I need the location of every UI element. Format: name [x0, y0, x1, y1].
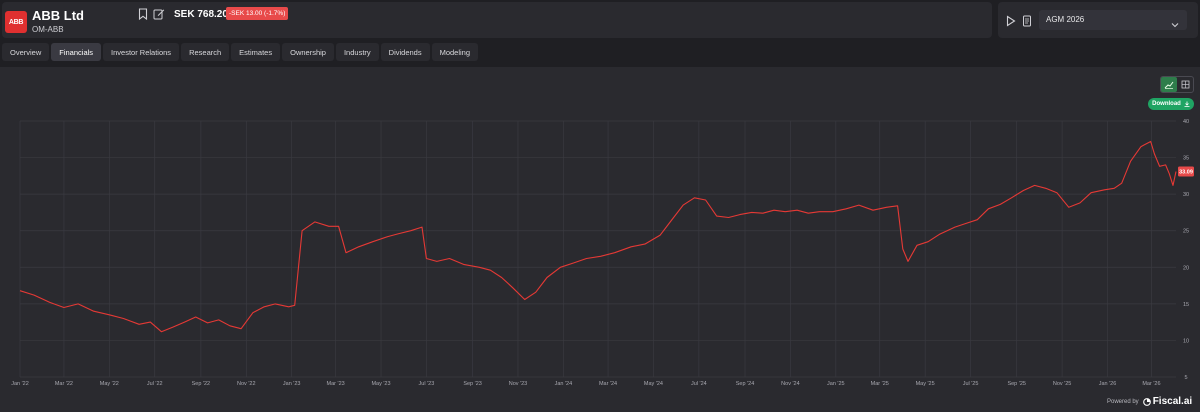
chart-panel: [0, 67, 1200, 412]
agm-selected-value: AGM 2026: [1046, 15, 1085, 24]
company-name: ABB Ltd: [32, 8, 84, 23]
line-chart-icon[interactable]: [1161, 77, 1177, 92]
x-tick-label: Sep '24: [736, 381, 754, 387]
x-tick-label: May '22: [100, 381, 119, 387]
bookmark-icon[interactable]: [137, 8, 149, 20]
x-tick-label: May '23: [371, 381, 390, 387]
tab-research[interactable]: Research: [181, 43, 230, 61]
x-tick-label: Sep '22: [192, 381, 210, 387]
y-tick-label: 30: [1183, 192, 1189, 198]
chevron-down-icon: [1171, 16, 1179, 28]
tab-industry[interactable]: Industry: [335, 43, 379, 61]
tab-estimates[interactable]: Estimates: [231, 43, 281, 61]
nav-tabs: Overview Financials Investor Relations R…: [2, 43, 479, 61]
x-tick-label: Jul '24: [691, 381, 707, 387]
price-line-chart: Jan '22 Mar '22 May '22 Jul '22 Sep '22 Nov '…: [11, 119, 1194, 387]
download-label: Download: [1152, 101, 1181, 107]
ticker-symbol: OM-ABB: [32, 25, 64, 34]
y-tick-label: 15: [1183, 302, 1189, 308]
x-tick-label: May '24: [644, 381, 663, 387]
x-tick-label: Nov '25: [1053, 381, 1071, 387]
x-tick-label: Mar '26: [1142, 381, 1160, 387]
y-tick-label: 40: [1183, 119, 1189, 125]
view-toggle: [1160, 76, 1194, 93]
footer: Powered by Fiscal.ai: [1107, 396, 1192, 407]
price-change-badge: -SEK 13.00 (-1.7%): [226, 7, 289, 20]
y-tick-label: 20: [1183, 265, 1189, 271]
x-tick-label: Jan '23: [283, 381, 301, 387]
x-tick-label: Mar '22: [55, 381, 73, 387]
agm-select[interactable]: AGM 2026: [1039, 10, 1187, 30]
x-tick-label: Jan '25: [827, 381, 845, 387]
y-tick-label: 25: [1183, 229, 1189, 235]
x-tick-label: Mar '25: [871, 381, 889, 387]
x-tick-label: Nov '23: [509, 381, 527, 387]
fiscal-ai-icon: [1142, 397, 1151, 406]
tab-modeling[interactable]: Modeling: [431, 43, 479, 61]
document-icon[interactable]: [1022, 14, 1032, 27]
download-button[interactable]: Download: [1148, 98, 1194, 110]
fiscal-ai-logo: Fiscal.ai: [1142, 396, 1193, 407]
stock-price: SEK 768.20: [174, 9, 228, 20]
x-tick-label: Sep '23: [463, 381, 481, 387]
last-value-label: 33.09: [1179, 170, 1193, 176]
price-series-line: [19, 140, 1177, 333]
tab-ownership[interactable]: Ownership: [282, 43, 334, 61]
x-tick-label: May '25: [916, 381, 935, 387]
tab-investor-relations[interactable]: Investor Relations: [103, 43, 180, 61]
x-tick-label: Mar '24: [599, 381, 617, 387]
tab-overview[interactable]: Overview: [2, 43, 50, 61]
company-header: [2, 2, 992, 38]
x-tick-label: Nov '24: [781, 381, 799, 387]
x-tick-label: Jul '22: [147, 381, 163, 387]
y-tick-label: 10: [1183, 338, 1189, 344]
download-icon: [1184, 101, 1190, 107]
x-tick-label: Jul '23: [419, 381, 435, 387]
y-tick-label: 5: [1184, 375, 1187, 381]
x-tick-label: Sep '25: [1007, 381, 1025, 387]
last-value-badge: [1178, 166, 1194, 177]
x-tick-label: Mar '23: [327, 381, 345, 387]
tab-dividends[interactable]: Dividends: [380, 43, 430, 61]
fiscal-ai-brand: Fiscal.ai: [1152, 396, 1193, 407]
edit-icon[interactable]: [153, 8, 165, 20]
y-tick-label: 35: [1183, 156, 1189, 162]
x-tick-label: Jan '22: [11, 381, 29, 387]
abb-logo: ABB: [5, 11, 27, 33]
x-tick-label: Nov '22: [237, 381, 255, 387]
x-tick-label: Jan '26: [1099, 381, 1117, 387]
x-tick-label: Jul '25: [963, 381, 979, 387]
play-icon[interactable]: [1006, 14, 1016, 27]
powered-by-text: Powered by: [1107, 398, 1139, 405]
tab-financials[interactable]: Financials: [51, 43, 102, 61]
table-grid-icon[interactable]: [1177, 77, 1193, 92]
x-tick-label: Jan '24: [555, 381, 573, 387]
